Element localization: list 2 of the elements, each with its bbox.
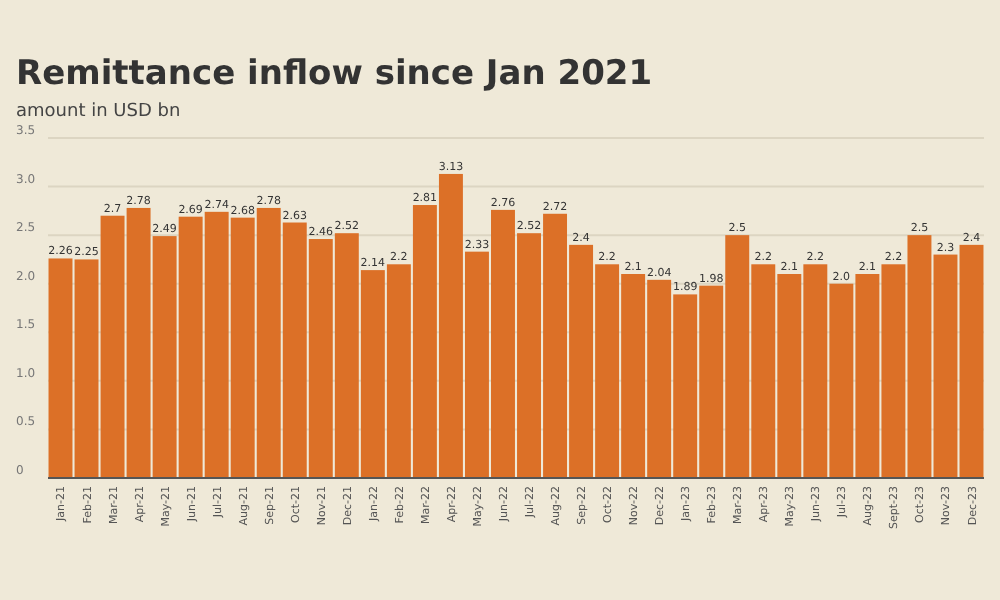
chart-title: Remittance inflow since Jan 2021: [16, 54, 653, 94]
chart-subtitle: amount in USD bn: [16, 102, 181, 122]
